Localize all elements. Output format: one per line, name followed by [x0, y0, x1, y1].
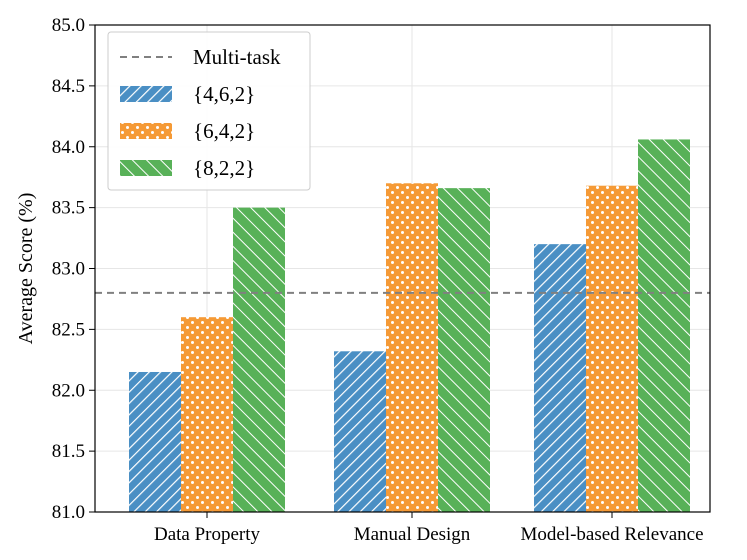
y-tick-label: 83.0: [52, 259, 85, 280]
bar: [438, 188, 490, 512]
legend-swatch: [120, 160, 172, 176]
x-tick-label: Manual Design: [354, 524, 471, 545]
legend-series-label: {4,6,2}: [193, 82, 255, 106]
x-axis: Data Property Manual Design Model-based Re…: [154, 512, 704, 545]
y-axis: 81.0 81.5 82.0 82.5 83.0 83.5 84.0 84.5 85.0: [52, 15, 95, 523]
bar: [386, 183, 438, 512]
y-tick-label: 84.0: [52, 137, 85, 158]
x-tick-label: Model-based Relevance: [520, 524, 703, 545]
bar: [586, 185, 638, 512]
y-tick-label: 82.0: [52, 380, 85, 401]
legend-reference-label: Multi-task: [193, 45, 281, 69]
y-axis-label: Average Score (%): [15, 193, 37, 345]
bar: [181, 317, 233, 512]
bar: [129, 371, 181, 512]
legend-swatch: [120, 123, 172, 139]
y-tick-label: 85.0: [52, 15, 85, 36]
bars: [129, 139, 690, 512]
y-tick-label: 84.5: [52, 76, 85, 97]
legend-swatch: [120, 86, 172, 102]
y-tick-label: 82.5: [52, 319, 85, 340]
legend: Multi-task {4,6,2} {6,4,2} {8,2,2}: [107, 31, 311, 191]
bar: [534, 244, 586, 512]
y-tick-label: 81.0: [52, 502, 85, 523]
bar: [233, 207, 285, 512]
legend-series-label: {8,2,2}: [193, 156, 255, 180]
y-tick-label: 81.5: [52, 441, 85, 462]
bar: [334, 351, 386, 512]
y-tick-label: 83.5: [52, 198, 85, 219]
x-tick-label: Data Property: [154, 524, 261, 545]
bar: [638, 139, 690, 512]
legend-series-label: {6,4,2}: [193, 119, 255, 143]
legend-box: [107, 31, 311, 191]
